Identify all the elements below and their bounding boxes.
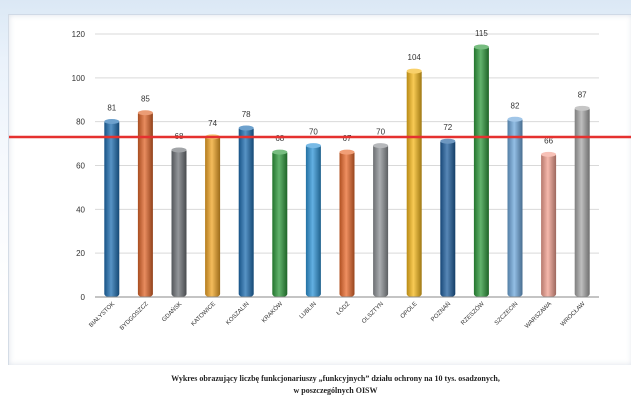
bar: [339, 150, 355, 297]
chart-caption-line-2: w poszczególnych OISW: [293, 386, 378, 395]
category-label: POZNAŃ: [430, 300, 453, 323]
bar: [440, 139, 456, 297]
bar: [541, 152, 557, 297]
data-label: 70: [376, 128, 385, 137]
data-label: 82: [511, 101, 520, 110]
bar-cap: [339, 149, 355, 155]
bar-cap: [373, 143, 389, 149]
data-label: 85: [141, 95, 150, 104]
bar-cap: [305, 143, 321, 149]
bar-cap: [137, 110, 153, 116]
category-label: KRAKÓW: [260, 300, 284, 324]
data-label: 72: [443, 123, 452, 132]
bar: [104, 119, 120, 297]
bar: [473, 44, 489, 297]
y-tick-label: 20: [76, 249, 85, 258]
data-label: 115: [475, 29, 488, 38]
bar-cap: [440, 138, 456, 144]
bar: [205, 134, 221, 297]
bar-cap: [238, 125, 254, 131]
data-label: 104: [408, 53, 422, 62]
category-label: OPOLE: [400, 301, 419, 320]
category-label: ŁÓDŹ: [335, 300, 352, 317]
y-tick-label: 40: [76, 205, 85, 214]
y-tick-label: 60: [76, 162, 85, 171]
category-label: KOSZALIN: [225, 301, 250, 326]
chart-caption-line-1: Wykres obrazujący liczbę funkcjonariuszy…: [171, 374, 500, 383]
y-tick-label: 0: [81, 293, 86, 302]
data-labels: 81856874786870677010472115826687: [107, 29, 587, 145]
category-label: KATOWICE: [191, 301, 217, 327]
category-label: WARSZAWA: [524, 301, 553, 330]
category-label: RZESZÓW: [460, 300, 486, 326]
bar: [272, 150, 288, 297]
bar: [305, 143, 321, 297]
y-tick-label: 120: [72, 30, 86, 39]
category-label: BIAŁYSTOK: [88, 301, 116, 329]
y-axis-ticks: 0 20 40 60 80 100 120: [72, 30, 86, 302]
category-label: GDAŃSK: [161, 300, 184, 323]
y-tick-label: 100: [72, 74, 86, 83]
bar-cap: [104, 118, 120, 124]
data-label: 74: [208, 119, 217, 128]
bar: [373, 143, 389, 297]
data-label: 66: [544, 136, 553, 145]
bar-cap: [574, 105, 590, 111]
bar: [574, 106, 590, 297]
bar: [137, 110, 153, 297]
bar: [507, 117, 523, 298]
data-label: 81: [107, 103, 116, 112]
y-tick-label: 80: [76, 118, 85, 127]
data-label: 67: [343, 134, 352, 143]
category-labels: BIAŁYSTOK BYDGOSZCZ GDAŃSK KATOWICE KOSZALIN…: [88, 300, 586, 332]
bar: [171, 147, 187, 297]
bar: [406, 69, 422, 297]
data-label: 78: [242, 110, 251, 119]
bar-cap: [406, 68, 422, 74]
bar-cap: [473, 44, 489, 50]
bars: [104, 44, 590, 298]
category-label: WROCŁAW: [560, 301, 587, 328]
bar-cap: [171, 147, 187, 153]
data-label: 87: [578, 90, 587, 99]
category-label: OLSZTYN: [361, 301, 385, 325]
bar-cap: [541, 151, 557, 157]
bar-cap: [507, 116, 523, 122]
data-label: 70: [309, 128, 318, 137]
category-label: BYDGOSZCZ: [119, 301, 150, 332]
data-label: 68: [275, 134, 284, 143]
category-label: SZCZECIN: [494, 301, 519, 326]
category-label: LUBLIN: [299, 301, 318, 320]
bar: [238, 126, 254, 297]
bar-cap: [272, 149, 288, 155]
